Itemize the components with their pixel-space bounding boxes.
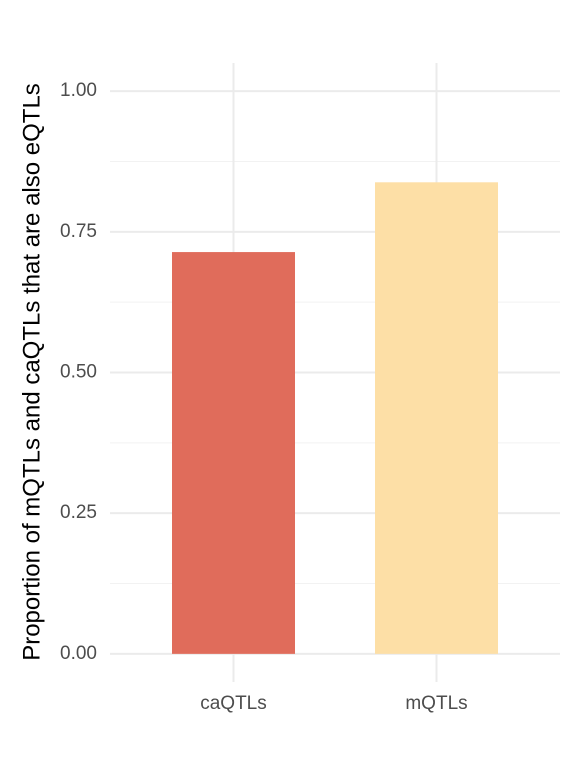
y-tick-label: 0.25 xyxy=(60,502,97,523)
x-tick-label: mQTLs xyxy=(405,693,467,714)
y-tick-label: 0.50 xyxy=(60,362,97,383)
y-axis-title: Proportion of mQTLs and caQTLs that are … xyxy=(18,83,45,661)
bar xyxy=(375,182,498,654)
x-tick-label: caQTLs xyxy=(200,693,267,714)
y-tick-label: 0.75 xyxy=(60,221,97,242)
bar xyxy=(172,252,295,654)
y-tick-label: 1.00 xyxy=(60,80,97,101)
y-tick-label: 0.00 xyxy=(60,643,97,664)
